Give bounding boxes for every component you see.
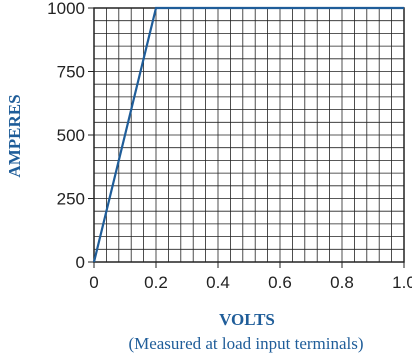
x-axis-label: VOLTS xyxy=(219,310,275,329)
x-tick-label: 1.0 xyxy=(392,273,412,292)
x-tick-label: 0.6 xyxy=(268,273,292,292)
x-tick-label: 0.8 xyxy=(330,273,354,292)
x-tick-label: 0.2 xyxy=(144,273,168,292)
x-tick-label: 0.4 xyxy=(206,273,230,292)
x-axis-ticks: 0 0.2 0.4 0.6 0.8 1.0 xyxy=(89,262,412,292)
y-tick-label: 250 xyxy=(57,190,85,209)
y-tick-label: 1000 xyxy=(47,0,85,18)
y-tick-label: 750 xyxy=(57,63,85,82)
x-tick-label: 0 xyxy=(89,273,98,292)
grid xyxy=(94,8,404,262)
y-axis-ticks: 0 250 500 750 1000 xyxy=(47,0,94,272)
x-axis-sublabel: (Measured at load input terminals) xyxy=(128,334,363,353)
y-tick-label: 500 xyxy=(57,126,85,145)
y-axis-label: AMPERES xyxy=(5,94,24,177)
series-line xyxy=(92,6,404,263)
y-tick-label: 0 xyxy=(76,253,85,272)
